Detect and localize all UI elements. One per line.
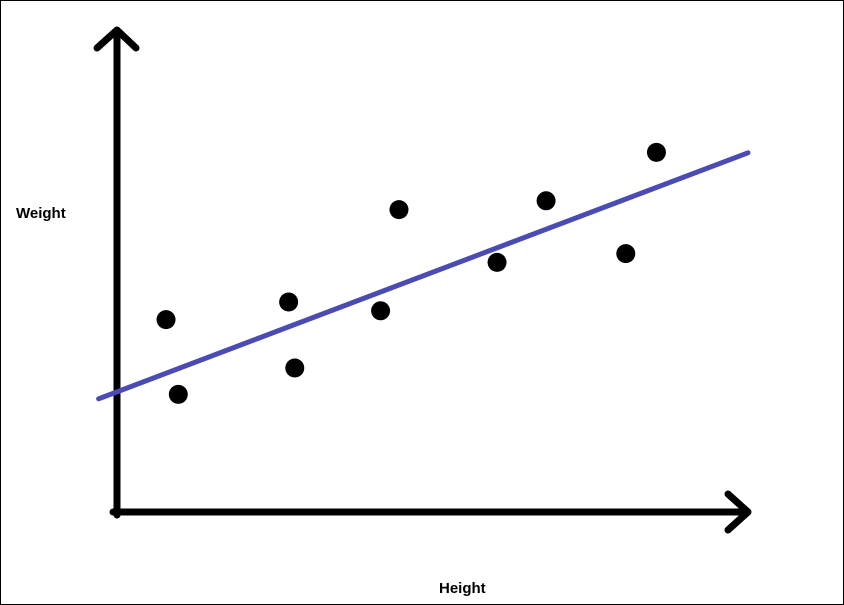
trend-line	[96, 150, 751, 402]
y-axis-arrowhead	[93, 26, 140, 52]
data-point-8	[536, 191, 556, 211]
data-point-7	[487, 252, 507, 272]
data-point-1	[156, 310, 176, 330]
y-axis-label: Weight	[16, 205, 66, 222]
axes	[93, 26, 752, 534]
data-point-5	[371, 301, 391, 321]
data-point-4	[285, 358, 305, 378]
data-point-6	[389, 200, 409, 220]
data-point-2	[168, 384, 188, 404]
x-axis-arrowhead	[724, 490, 752, 534]
x-axis-label: Height	[439, 580, 486, 597]
data-point-3	[279, 292, 299, 312]
data-point-9	[616, 244, 636, 264]
data-point-10	[646, 142, 666, 162]
